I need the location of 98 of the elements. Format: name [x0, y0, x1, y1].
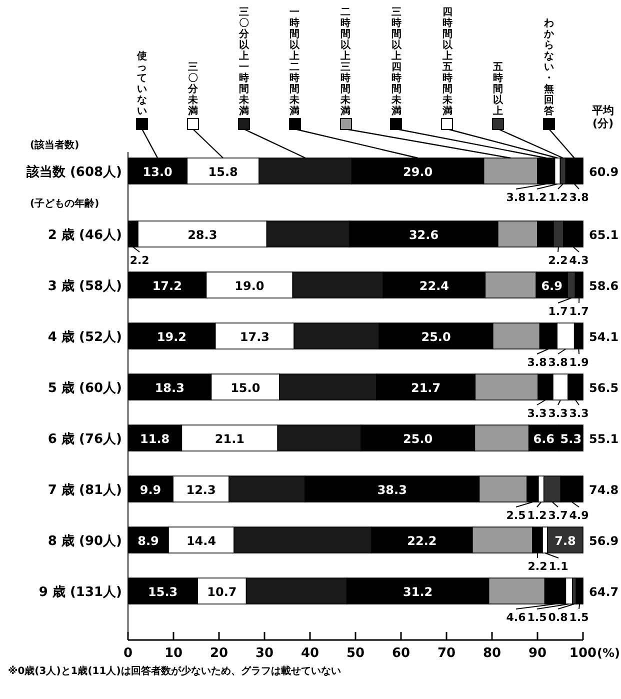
- data-label: 3.8: [527, 356, 547, 369]
- text: 58.6: [589, 279, 619, 293]
- x-tick-label: 100: [569, 646, 597, 661]
- x-tick-label: 0: [123, 646, 133, 661]
- data-label: 29.0: [403, 165, 433, 179]
- data-label: 2.2: [130, 254, 150, 267]
- data-label: 1.2: [527, 191, 547, 204]
- text: 平均(分): [591, 104, 614, 130]
- x-tick-label: 40: [300, 646, 320, 661]
- legend-item: 三時間以上四時間未満: [389, 7, 404, 130]
- y-tick-label: 2 歳 (46人): [48, 228, 122, 243]
- data-label: 4.6: [506, 611, 526, 624]
- y-tick-label: 4 歳 (52人): [48, 330, 122, 345]
- data-label: 3.8: [548, 356, 568, 369]
- data-label: 3.3: [548, 407, 568, 420]
- text: 56.9: [589, 534, 619, 548]
- data-label: 1.7: [569, 305, 589, 318]
- data-label: 1.1: [548, 560, 568, 573]
- text: 74.8: [589, 483, 619, 497]
- text: 54.1: [589, 330, 619, 344]
- x-tick-label: 30: [255, 646, 274, 661]
- data-label: 10.7: [207, 585, 237, 599]
- y-tick-label: 7 歳 (81人): [48, 483, 122, 498]
- data-label: 6.6: [533, 432, 555, 446]
- legend-item: 使っていない: [135, 51, 149, 130]
- text: ※0歳(3人)と1歳(11人)は回答者数が少ないため、グラフは載せていない: [8, 665, 341, 677]
- data-label: 11.8: [140, 432, 170, 446]
- legend-item: わからない・無回答: [542, 18, 556, 130]
- x-tick-label: 10: [164, 646, 183, 661]
- data-label: 15.0: [230, 381, 260, 395]
- data-label: 19.2: [156, 330, 186, 344]
- data-label: 5.3: [560, 432, 582, 446]
- y-tick-label: 8 歳 (90人): [48, 534, 122, 549]
- legend-item: 四時間以上五時間未満: [440, 7, 454, 130]
- data-label: 15.8: [208, 165, 238, 179]
- data-label: 0.8: [548, 611, 568, 624]
- data-label: 2.5: [506, 509, 526, 522]
- data-label: 8.9: [138, 534, 159, 548]
- data-label: 3.3: [569, 407, 589, 420]
- data-label: 13.0: [142, 165, 172, 179]
- data-label: 1.2: [548, 191, 568, 204]
- data-label: 1.5: [569, 611, 589, 624]
- data-label: 3.8: [506, 191, 526, 204]
- text: 60.9: [589, 165, 619, 179]
- data-label: 32.6: [408, 228, 439, 242]
- data-label: 3.3: [527, 407, 547, 420]
- data-label: 22.4: [419, 279, 450, 293]
- data-label: 38.3: [377, 483, 407, 497]
- data-label: 1.7: [548, 305, 568, 318]
- data-label: 12.3: [186, 483, 216, 497]
- data-label: 15.3: [148, 585, 178, 599]
- data-label: 17.2: [152, 279, 182, 293]
- data-label: 2.2: [548, 254, 568, 267]
- text: (子どもの年齢): [30, 198, 100, 210]
- legend-item: 三〇分以上一時間未満: [236, 7, 251, 130]
- legend-item: 三〇分未満: [186, 62, 200, 130]
- data-label: 22.2: [407, 534, 437, 548]
- text: 64.7: [589, 585, 619, 599]
- x-tick-label: 70: [437, 646, 456, 661]
- y-tick-label: 9 歳 (131人): [38, 585, 122, 600]
- data-label: 4.3: [569, 254, 589, 267]
- data-label: 9.9: [140, 483, 162, 497]
- data-label: 14.4: [186, 534, 216, 548]
- data-label: 1.2: [527, 509, 547, 522]
- data-label: 7.8: [554, 534, 576, 548]
- data-label: 18.3: [154, 381, 184, 395]
- data-label: 28.3: [188, 228, 218, 242]
- data-label: 21.1: [214, 432, 244, 446]
- y-tick-label: 5 歳 (60人): [48, 381, 122, 396]
- data-label: 31.2: [403, 585, 433, 599]
- data-label: 21.7: [410, 381, 441, 395]
- legend-item: 二時間以上三時間未満: [338, 7, 352, 130]
- data-label: 17.3: [240, 330, 270, 344]
- legend-item: 一時間以上二時間未満: [288, 7, 302, 130]
- data-label: 1.5: [527, 611, 547, 624]
- y-tick-label: 6 歳 (76人): [48, 432, 122, 447]
- y-tick-label: 3 歳 (58人): [48, 279, 122, 294]
- text: (該当者数): [30, 139, 80, 151]
- data-label: 4.9: [569, 509, 589, 522]
- x-tick-label: 80: [482, 646, 502, 661]
- data-label: 1.9: [569, 356, 589, 369]
- text: 65.1: [589, 228, 619, 242]
- data-label: 2.2: [528, 560, 548, 573]
- data-label: 25.0: [421, 330, 451, 344]
- legend-item: 五時間以上: [491, 62, 506, 130]
- data-label: 3.7: [548, 509, 568, 522]
- data-label: 6.9: [541, 279, 562, 293]
- text: 55.1: [589, 432, 619, 446]
- x-axis-title: (%): [597, 646, 620, 660]
- y-tick-label: 該当数 (608人): [25, 164, 122, 180]
- x-tick-label: 50: [346, 646, 365, 661]
- data-label: 25.0: [403, 432, 433, 446]
- x-tick-label: 20: [210, 646, 228, 661]
- data-label: 19.0: [234, 279, 264, 293]
- x-tick-label: 60: [392, 646, 410, 661]
- x-tick-label: 90: [528, 646, 547, 661]
- data-label: 3.8: [569, 191, 589, 204]
- text: 56.5: [589, 381, 619, 395]
